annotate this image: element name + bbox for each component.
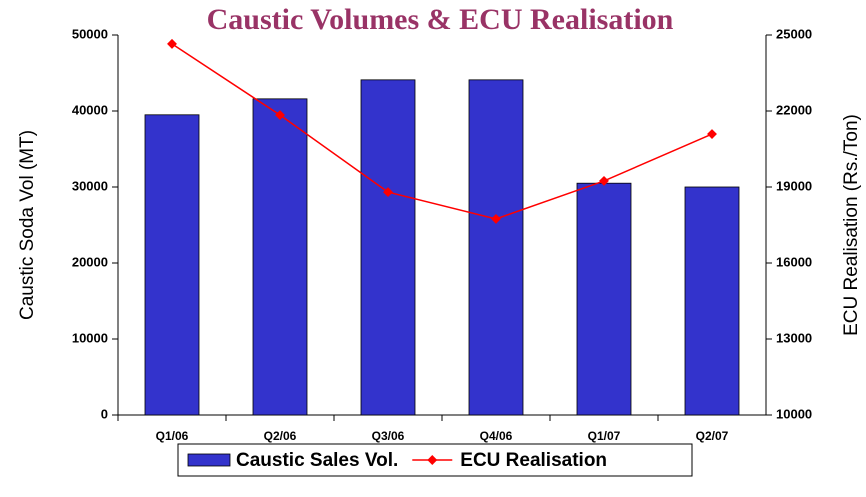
legend-marker	[427, 455, 438, 465]
legend-swatch	[187, 453, 231, 467]
line-marker	[599, 175, 609, 186]
line-marker	[167, 38, 177, 49]
x-tick-label: Q2/06	[264, 429, 297, 443]
y-tick-label: 20000	[72, 254, 108, 269]
y2-tick-label: 25000	[776, 26, 812, 41]
x-tick-label: Q4/06	[480, 429, 513, 443]
y2-tick-label: 10000	[776, 406, 812, 421]
x-tick-label: Q2/07	[696, 429, 729, 443]
bar	[252, 98, 308, 416]
line	[171, 43, 713, 220]
y2-tick-label: 19000	[776, 178, 812, 193]
bar	[360, 79, 416, 416]
bar	[468, 79, 524, 416]
line-marker	[491, 213, 501, 224]
x-tick-label: Q3/06	[372, 429, 405, 443]
x-tick-label: Q1/07	[588, 429, 621, 443]
line-marker	[707, 129, 717, 140]
y2-tick-label: 13000	[776, 330, 812, 345]
line-marker	[383, 187, 393, 198]
legend-label: Caustic Sales Vol.	[236, 450, 398, 471]
y-tick-label: 50000	[72, 26, 108, 41]
y-axis-label: Caustic Soda Vol (MT)	[17, 130, 38, 320]
chart-title: Caustic Volumes & ECU Realisation	[207, 3, 674, 36]
y-tick-label: 0	[101, 406, 108, 421]
bar	[144, 114, 200, 416]
x-tick-label: Q1/06	[156, 429, 189, 443]
y2-axis-label: ECU Realisation (Rs./Ton)	[841, 114, 862, 336]
y2-tick-label: 16000	[776, 254, 812, 269]
bar	[684, 186, 740, 416]
y-tick-label: 30000	[72, 178, 108, 193]
y-tick-label: 10000	[72, 330, 108, 345]
y2-tick-label: 22000	[776, 102, 812, 117]
y-tick-label: 40000	[72, 102, 108, 117]
bar	[576, 182, 632, 416]
legend-label: ECU Realisation	[460, 450, 607, 471]
